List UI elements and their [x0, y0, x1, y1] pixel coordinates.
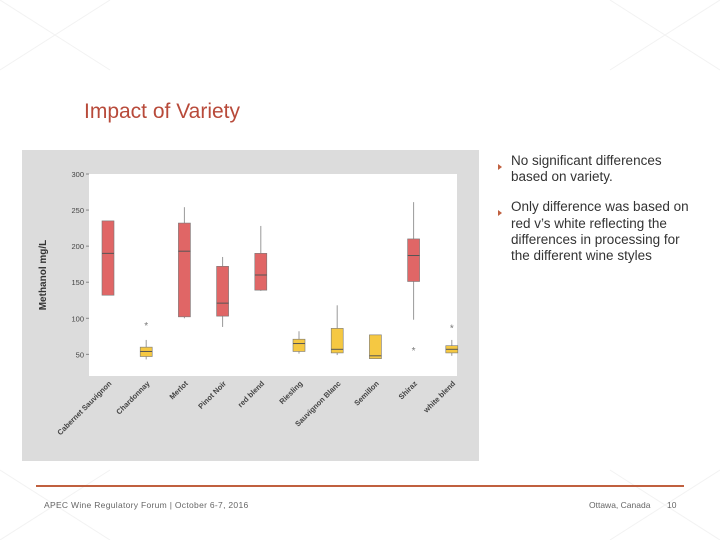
box-iqr [216, 266, 229, 317]
box-cabernet-sauvignon [101, 220, 115, 296]
y-tick-label: 50 [76, 350, 84, 359]
bullet-marker-icon [498, 158, 502, 170]
box-merlot [178, 207, 191, 319]
x-tick-label: white blend [421, 379, 458, 416]
box-chardonnay: * [139, 321, 153, 360]
footer-location: Ottawa, Canada [589, 500, 651, 510]
x-tick-label: Chardonnay [114, 378, 152, 416]
y-tick-label: 150 [71, 278, 84, 287]
bullet-text: Only difference was based on red v’s whi… [511, 199, 689, 264]
y-axis-label: Methanol mg/L [38, 240, 49, 311]
box-iqr [254, 253, 268, 291]
box-iqr [178, 222, 191, 318]
slide-title: Impact of Variety [84, 100, 241, 123]
outlier-point: * [144, 321, 148, 332]
x-tick-label: Cabernet Sauvignon [55, 379, 113, 437]
box-sauvignon-blanc [330, 305, 344, 356]
x-tick-label: Merlot [168, 379, 191, 402]
bullet-list: No significant differences based on vari… [498, 153, 698, 278]
box-iqr [330, 328, 344, 354]
box-pinot-noir [216, 256, 229, 327]
box-iqr [292, 338, 306, 352]
y-tick-label: 250 [71, 206, 84, 215]
y-tick-label: 300 [71, 170, 84, 179]
bullet-text: No significant differences based on vari… [511, 153, 662, 185]
box-shiraz: * [407, 202, 420, 357]
outlier-point: * [450, 324, 454, 335]
footer-divider [36, 485, 684, 487]
box-semillon [369, 334, 382, 359]
box-riesling [292, 331, 306, 354]
bullet-marker-icon [498, 204, 502, 217]
bullet-item: No significant differences based on vari… [498, 153, 698, 185]
x-tick-label: Pinot Noir [196, 379, 228, 411]
box-iqr [101, 220, 115, 296]
box-iqr [369, 334, 382, 359]
outlier-point: * [412, 346, 416, 357]
box-white-blend: * [445, 324, 459, 356]
footer-event: APEC Wine Regulatory Forum | October 6-7… [44, 500, 249, 510]
x-tick-label: red blend [236, 379, 267, 410]
y-tick-label: 100 [71, 314, 84, 323]
x-tick-label: Shiraz [397, 379, 419, 401]
plot-area [89, 174, 457, 376]
page-number: 10 [667, 500, 677, 510]
x-tick-label: Riesling [277, 379, 304, 406]
y-tick-label: 200 [71, 242, 84, 251]
box-red-blend [254, 225, 268, 291]
box-iqr [407, 238, 420, 282]
x-tick-label: Semillon [352, 379, 381, 408]
boxplot-chart: Methanol mg/L 50 100 150 200 250 300 * * * Cabe… [38, 170, 459, 437]
bullet-item: Only difference was based on red v’s whi… [498, 199, 698, 264]
boxplot-chart-panel: Methanol mg/L 50 100 150 200 250 300 * * * Cabe… [22, 150, 479, 461]
